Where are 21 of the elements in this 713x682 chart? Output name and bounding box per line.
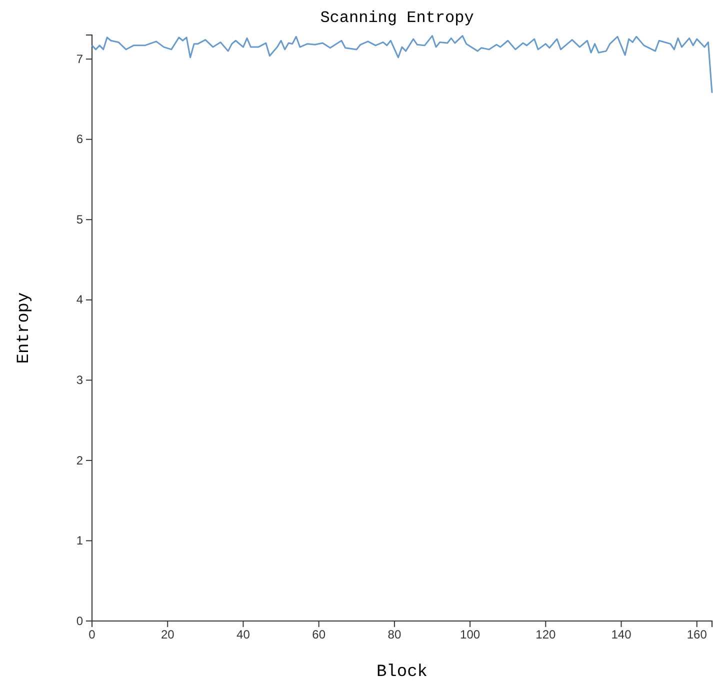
x-tick-label: 140 xyxy=(611,628,632,642)
x-tick-label: 40 xyxy=(236,628,250,642)
x-tick-label: 20 xyxy=(160,628,175,642)
x-tick-label: 100 xyxy=(460,628,480,642)
x-tick-label: 0 xyxy=(88,628,96,642)
y-tick-label: 2 xyxy=(76,453,84,468)
y-tick-label: 7 xyxy=(76,52,84,66)
y-tick-label: 1 xyxy=(76,534,84,548)
line-series xyxy=(91,35,713,94)
y-tick-label: 5 xyxy=(76,212,84,226)
x-tick-label: 80 xyxy=(388,628,402,642)
x-tick-label: 160 xyxy=(686,628,708,642)
y-tick-label: 4 xyxy=(76,292,84,307)
x-tick-label: 120 xyxy=(536,628,556,642)
x-tick-label: 60 xyxy=(312,628,326,642)
y-tick-label: 3 xyxy=(76,373,84,388)
chart-title: Scanning Entropy xyxy=(320,9,474,27)
y-tick-label: 6 xyxy=(76,132,84,146)
x-axis-title: Block xyxy=(376,663,428,682)
y-axis-title: Entropy xyxy=(15,292,34,364)
y-tick-label: 0 xyxy=(76,614,84,628)
